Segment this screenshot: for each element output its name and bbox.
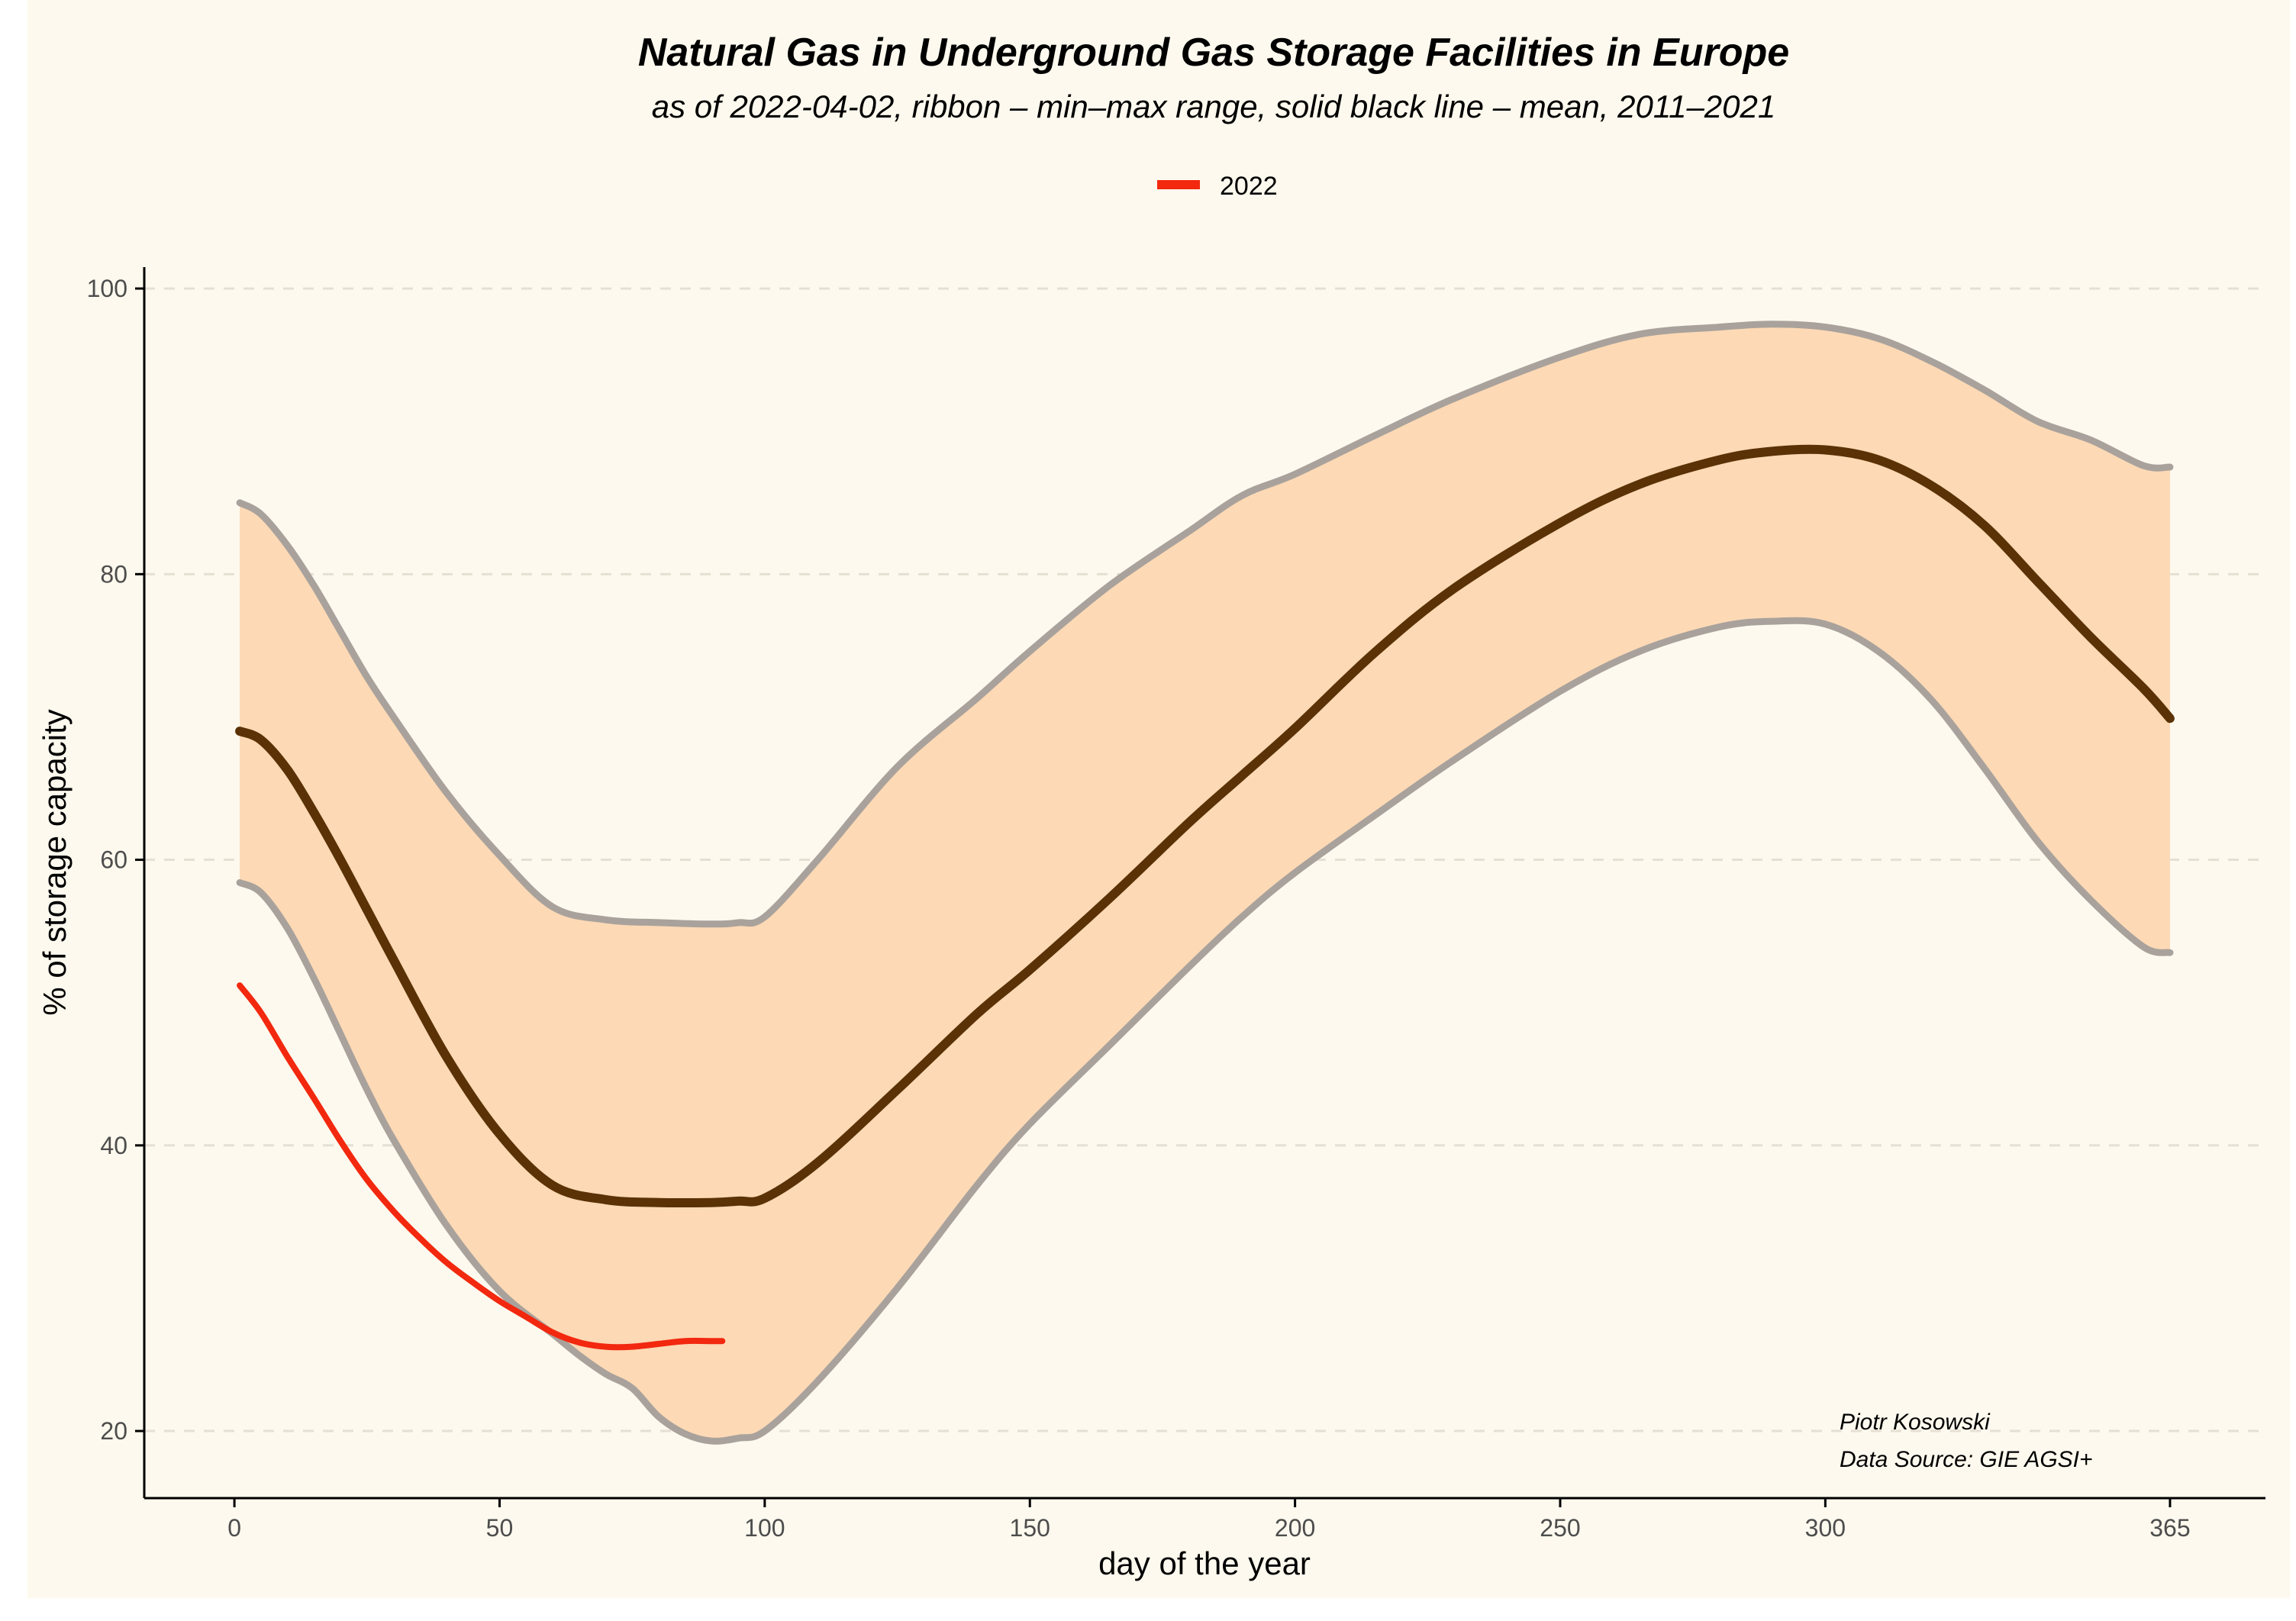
legend-label-2022: 2022: [1220, 172, 1278, 201]
ribbon-layer: [240, 324, 2170, 1442]
x-tick-label-100: 100: [744, 1514, 785, 1542]
y-ticks: 20 40 60 80 100: [87, 275, 144, 1445]
minmax-ribbon: [240, 324, 2170, 1442]
caption-author: Piotr Kosowski: [1840, 1410, 1991, 1435]
y-tick-label-20: 20: [100, 1417, 127, 1445]
x-ticks: 0 50 100 150 200 250 300 365: [227, 1498, 2191, 1542]
gas-storage-chart: Natural Gas in Underground Gas Storage F…: [37, 31, 2265, 1581]
chart-title: Natural Gas in Underground Gas Storage F…: [638, 31, 1789, 75]
mean-line: [235, 444, 2175, 1208]
y-axis-title: % of storage capacity: [37, 709, 73, 1016]
series-lines: [235, 321, 2175, 1445]
y-tick-label-60: 60: [100, 846, 127, 874]
plot-panel: Natural Gas in Underground Gas Storage F…: [27, 0, 2290, 1598]
x-tick-label-50: 50: [486, 1514, 514, 1542]
x-tick-label-250: 250: [1540, 1514, 1580, 1542]
y-tick-label-80: 80: [100, 560, 127, 588]
max-line: [236, 321, 2174, 928]
y-tick-label-100: 100: [87, 275, 127, 302]
y-tick-label-40: 40: [100, 1132, 127, 1159]
x-tick-label-300: 300: [1805, 1514, 1846, 1542]
caption-source: Data Source: GIE AGSI+: [1840, 1447, 2093, 1472]
x-tick-label-150: 150: [1010, 1514, 1050, 1542]
x-tick-label-365: 365: [2149, 1514, 2190, 1542]
line-2022: [237, 982, 726, 1351]
legend: 2022: [1157, 172, 1278, 201]
x-tick-label-0: 0: [227, 1514, 241, 1542]
x-axis-title: day of the year: [1098, 1545, 1311, 1581]
legend-key-2022: [1157, 180, 1200, 189]
x-tick-label-200: 200: [1275, 1514, 1315, 1542]
min-line: [236, 617, 2174, 1445]
chart-subtitle: as of 2022-04-02, ribbon – min–max range…: [652, 89, 1776, 124]
